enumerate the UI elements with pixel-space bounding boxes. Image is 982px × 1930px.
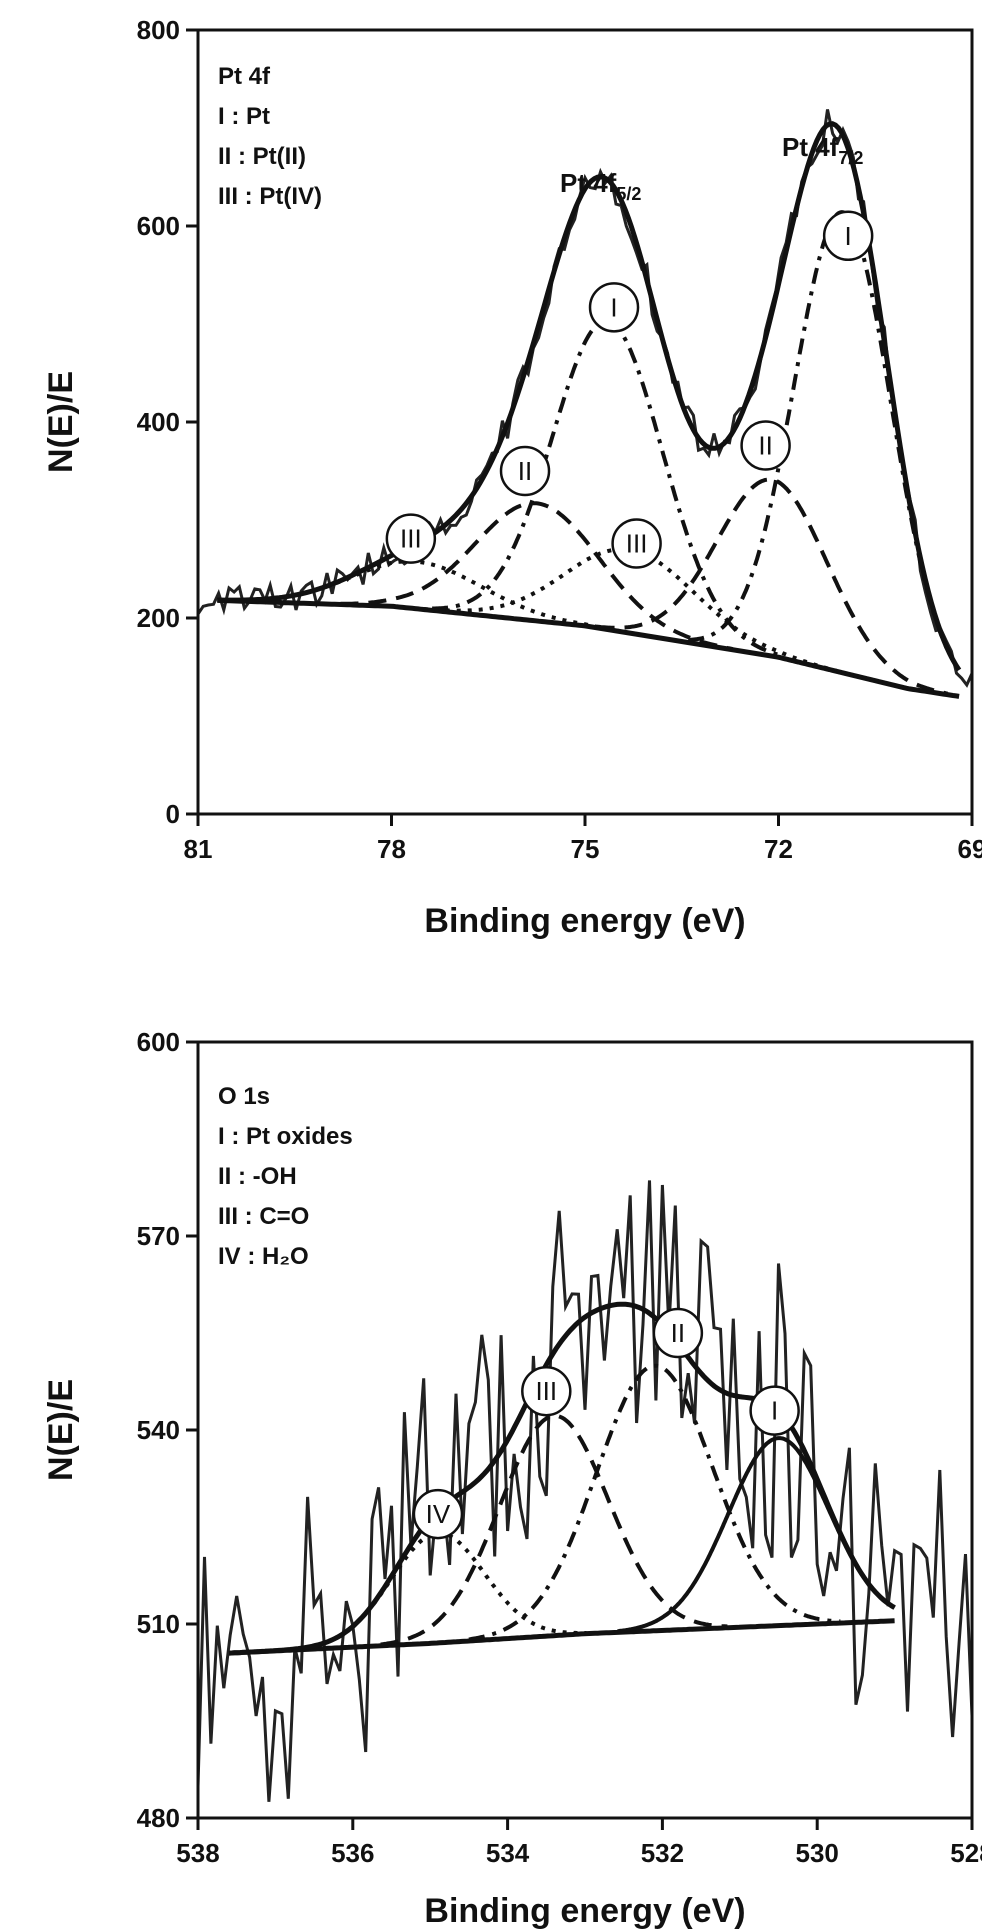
pt4f-peak-marker-ii: II xyxy=(740,420,791,471)
pt4f-legend-entry: I : Pt xyxy=(218,103,270,130)
pt4f-peak-marker-iii: III xyxy=(611,518,662,569)
o1s-background-line xyxy=(228,1618,895,1656)
pt4f-x-tick-label: 72 xyxy=(764,834,793,864)
pt4f-y-tick-label: 600 xyxy=(137,211,180,241)
marker-circle xyxy=(611,518,662,569)
o1s-peak-marker-i: I xyxy=(749,1385,800,1436)
pt4f-peak-label-7-2-sub: 7/2 xyxy=(838,148,863,168)
o1s-y-tick-label: 510 xyxy=(137,1609,180,1639)
pt4f-x-tick-label: 75 xyxy=(571,834,600,864)
o1s-raw-spectrum xyxy=(196,1180,974,1802)
pt4f-legend-entry: II : Pt(II) xyxy=(218,143,306,170)
marker-text: I xyxy=(610,292,617,322)
pt4f-y-axis-title: N(E)/E xyxy=(42,371,80,473)
pt4f-component-ii xyxy=(596,477,948,696)
pt4f-background-line xyxy=(217,597,960,699)
marker-text: II xyxy=(671,1318,685,1348)
o1s-y-tick-label: 600 xyxy=(137,1027,180,1057)
o1s-y-ticks: 480 510 540 570 600 xyxy=(137,1027,198,1833)
marker-circle xyxy=(412,1488,464,1540)
o1s-x-tick-label: 528 xyxy=(950,1838,982,1868)
o1s-x-ticks: 538 536 534 532 530 528 xyxy=(176,1818,982,1868)
pt4f-x-tick-label: 81 xyxy=(184,834,213,864)
marker-text: III xyxy=(626,529,648,559)
pt4f-y-tick-label: 0 xyxy=(166,799,180,829)
pt4f-y-tick-label: 200 xyxy=(137,603,180,633)
marker-text: II xyxy=(758,431,772,461)
marker-circle xyxy=(749,1385,800,1436)
o1s-y-tick-label: 540 xyxy=(137,1415,180,1445)
o1s-component-iv xyxy=(289,1530,587,1652)
o1s-component-ii xyxy=(468,1363,841,1642)
pt4f-y-tick-label: 800 xyxy=(137,15,180,45)
pt4f-legend: Pt 4f I : Pt II : Pt(II) III : Pt(IV) xyxy=(218,63,322,210)
pt4f-peak-label-7-2-base: Pt 4f xyxy=(782,132,839,162)
marker-text: I xyxy=(845,221,852,251)
pt4f-peak-label-5-2: Pt 4f5/2 xyxy=(560,168,641,204)
pt4f-peak-marker-iii: III xyxy=(385,513,437,564)
o1s-x-tick-label: 538 xyxy=(176,1838,219,1868)
marker-circle xyxy=(740,420,791,471)
marker-text: III xyxy=(400,524,422,554)
marker-circle xyxy=(822,210,874,262)
o1s-component-iii xyxy=(380,1413,728,1647)
o1s-legend-entry: III : C=O xyxy=(218,1203,309,1230)
o1s-y-tick-label: 570 xyxy=(137,1221,180,1251)
pt4f-peak-marker-ii: II xyxy=(499,445,551,497)
o1s-legend-entry: IV : H₂O xyxy=(218,1243,309,1270)
o1s-y-axis-title: N(E)/E xyxy=(42,1379,80,1481)
pt4f-peak-label-5-2-base: Pt 4f xyxy=(560,168,617,198)
pt4f-raw-spectrum xyxy=(196,109,974,688)
o1s-legend-entry: II : -OH xyxy=(218,1163,297,1190)
pt4f-peak-marker-i: I xyxy=(588,282,640,333)
marker-text: II xyxy=(518,456,532,486)
pt4f-curves xyxy=(196,109,974,699)
pt4f-x-ticks: 81 78 75 72 69 xyxy=(184,814,982,864)
pt4f-x-tick-label: 78 xyxy=(377,834,406,864)
pt4f-peak-label-7-2: Pt 4f7/2 xyxy=(782,132,863,168)
pt4f-legend-title: Pt 4f xyxy=(218,63,271,90)
o1s-x-tick-label: 534 xyxy=(486,1838,530,1868)
o1s-x-axis-title: Binding energy (eV) xyxy=(424,1892,745,1930)
marker-circle xyxy=(521,1365,572,1417)
marker-text: I xyxy=(771,1396,778,1426)
o1s-legend: O 1s I : Pt oxides II : -OH III : C=O IV… xyxy=(218,1083,353,1270)
o1s-legend-title: O 1s xyxy=(218,1083,270,1110)
pt4f-y-ticks: 0 200 400 600 800 xyxy=(137,15,198,829)
marker-text: III xyxy=(535,1376,557,1406)
pt4f-component-ii xyxy=(340,501,734,652)
o1s-peak-marker-iv: IV xyxy=(412,1488,464,1540)
marker-circle xyxy=(652,1307,704,1359)
marker-circle xyxy=(588,282,640,333)
o1s-curves xyxy=(196,1180,974,1802)
o1s-peak-marker-ii: II xyxy=(652,1307,704,1359)
pt4f-x-tick-label: 69 xyxy=(958,834,982,864)
o1s-x-tick-label: 532 xyxy=(641,1838,684,1868)
o1s-y-tick-label: 480 xyxy=(137,1803,180,1833)
o1s-x-tick-label: 536 xyxy=(331,1838,374,1868)
pt4f-x-axis-title: Binding energy (eV) xyxy=(424,902,745,940)
pt4f-component-i xyxy=(432,318,784,659)
pt4f-peak-label-5-2-sub: 5/2 xyxy=(616,184,641,204)
o1s-x-tick-label: 530 xyxy=(796,1838,839,1868)
o1s-fit-envelope xyxy=(228,1301,896,1656)
pt4f-legend-entry: III : Pt(IV) xyxy=(218,183,322,210)
o1s-peak-marker-iii: III xyxy=(521,1365,572,1417)
pt4f-y-tick-label: 400 xyxy=(137,407,180,437)
marker-text: IV xyxy=(426,1499,451,1529)
marker-circle xyxy=(499,445,551,497)
pt4f-fit-envelope xyxy=(217,121,962,672)
o1s-legend-entry: I : Pt oxides xyxy=(218,1123,353,1150)
marker-circle xyxy=(385,513,437,564)
pt4f-peak-marker-i: I xyxy=(822,210,874,262)
